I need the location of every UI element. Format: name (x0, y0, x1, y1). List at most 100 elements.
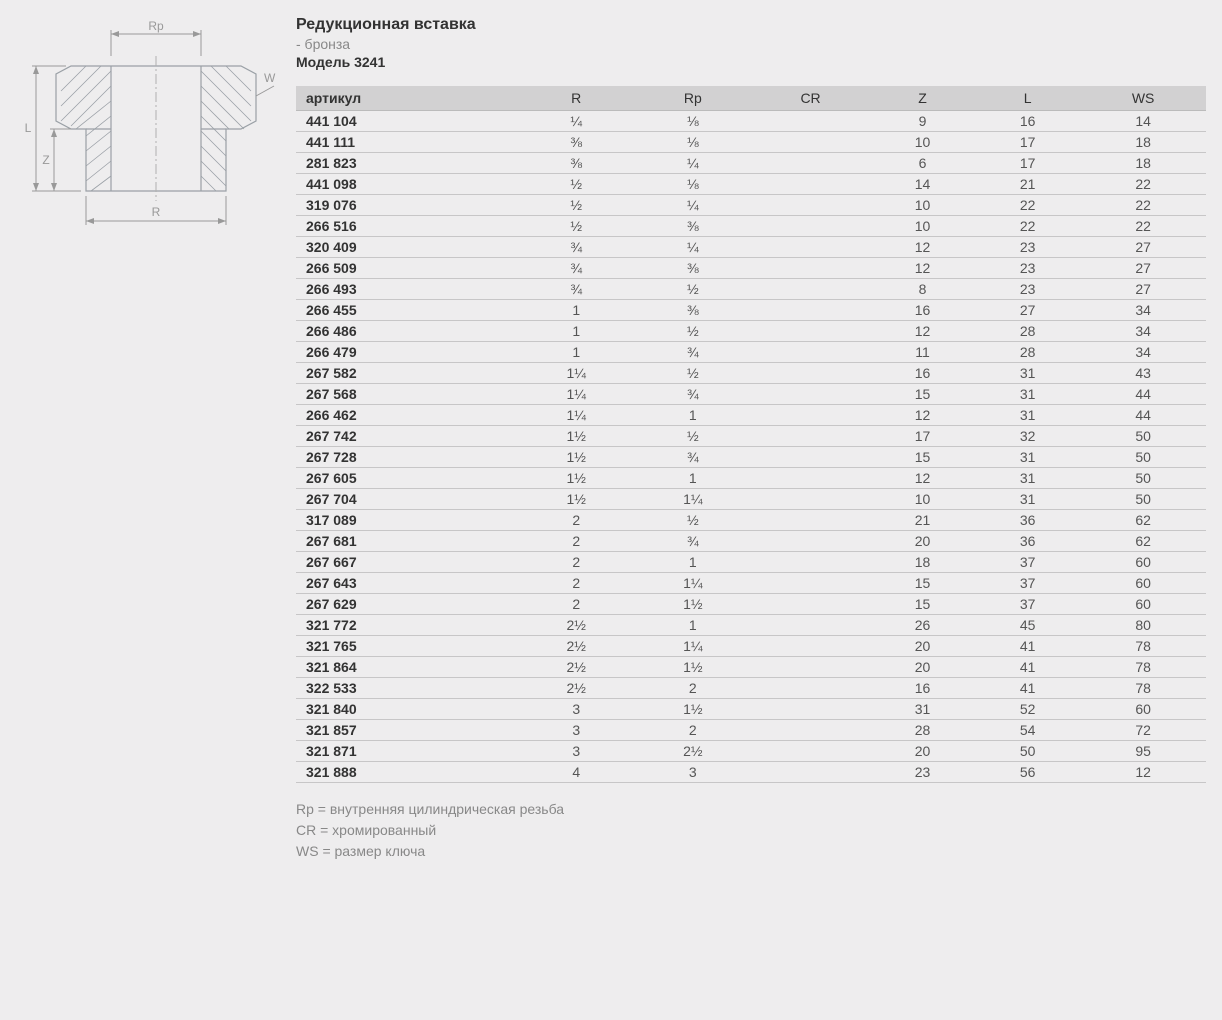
table-cell: 34 (1080, 321, 1206, 342)
table-cell-article: 266 516 (296, 216, 518, 237)
table-row: 267 5681¼¾153144 (296, 384, 1206, 405)
table-row: 267 6051½1123150 (296, 468, 1206, 489)
table-cell: 10 (870, 132, 975, 153)
model-label: Модель 3241 (296, 54, 1206, 70)
table-cell: 31 (975, 384, 1080, 405)
table-cell (751, 510, 870, 531)
table-cell: 3 (518, 741, 635, 762)
table-cell (751, 573, 870, 594)
table-cell: 1 (635, 468, 752, 489)
table-body: 441 104¼⅛91614441 111⅜⅛101718281 823⅜¼61… (296, 111, 1206, 783)
table-row: 321 8642½1½204178 (296, 657, 1206, 678)
legend-line: Rp = внутренняя цилиндрическая резьба (296, 799, 1206, 820)
table-cell (751, 552, 870, 573)
table-row: 321 87132½205095 (296, 741, 1206, 762)
table-cell (751, 258, 870, 279)
table-cell: 2 (518, 510, 635, 531)
table-cell: 12 (870, 321, 975, 342)
table-cell: 2 (518, 594, 635, 615)
table-cell: 26 (870, 615, 975, 636)
table-cell: 78 (1080, 657, 1206, 678)
table-cell: 23 (870, 762, 975, 783)
table-cell: 1½ (518, 489, 635, 510)
table-cell: 2 (518, 573, 635, 594)
table-cell: 18 (870, 552, 975, 573)
table-cell: ¾ (635, 447, 752, 468)
table-cell: 12 (870, 468, 975, 489)
table-cell: 16 (870, 300, 975, 321)
table-cell: 45 (975, 615, 1080, 636)
table-cell: 12 (870, 237, 975, 258)
table-cell-article: 317 089 (296, 510, 518, 531)
table-cell: 2 (635, 678, 752, 699)
table-cell: 15 (870, 573, 975, 594)
table-cell: 2½ (518, 615, 635, 636)
table-cell (751, 153, 870, 174)
table-cell-article: 321 772 (296, 615, 518, 636)
table-header-row: артикулRRpCRZLWS (296, 86, 1206, 111)
table-cell: 50 (975, 741, 1080, 762)
table-cell: 2½ (518, 678, 635, 699)
diagram-label-z: Z (42, 153, 49, 167)
table-cell (751, 195, 870, 216)
table-cell: 62 (1080, 510, 1206, 531)
table-cell: ⅛ (635, 132, 752, 153)
table-cell: 16 (870, 678, 975, 699)
table-cell: 27 (1080, 258, 1206, 279)
table-row: 267 7041½1¼103150 (296, 489, 1206, 510)
table-cell: 23 (975, 279, 1080, 300)
table-cell: 41 (975, 636, 1080, 657)
table-cell: 36 (975, 510, 1080, 531)
table-cell (751, 384, 870, 405)
table-cell (751, 636, 870, 657)
table-cell: 15 (870, 594, 975, 615)
table-cell: 1 (635, 615, 752, 636)
table-cell: 22 (975, 216, 1080, 237)
table-cell: 1½ (635, 657, 752, 678)
table-cell: 22 (1080, 174, 1206, 195)
table-cell: ¼ (635, 237, 752, 258)
table-cell: 1¼ (635, 636, 752, 657)
table-cell: 60 (1080, 594, 1206, 615)
table-cell (751, 426, 870, 447)
table-cell-article: 267 568 (296, 384, 518, 405)
table-row: 266 493¾½82327 (296, 279, 1206, 300)
table-cell: 15 (870, 384, 975, 405)
table-cell: 28 (975, 342, 1080, 363)
table-cell: ¼ (635, 153, 752, 174)
table-cell: 44 (1080, 405, 1206, 426)
table-cell: 23 (975, 258, 1080, 279)
table-cell (751, 132, 870, 153)
table-cell: ½ (635, 510, 752, 531)
table-cell: 1¼ (518, 405, 635, 426)
table-cell (751, 699, 870, 720)
table-cell: 22 (975, 195, 1080, 216)
table-cell: 2½ (518, 657, 635, 678)
legend: Rp = внутренняя цилиндрическая резьбаCR … (296, 799, 1206, 862)
table-row: 281 823⅜¼61718 (296, 153, 1206, 174)
table-cell: 1 (518, 321, 635, 342)
table-cell: 9 (870, 111, 975, 132)
table-row: 266 4551⅜162734 (296, 300, 1206, 321)
table-cell (751, 489, 870, 510)
table-cell: 31 (975, 468, 1080, 489)
table-cell: ⅜ (635, 300, 752, 321)
table-cell: 60 (1080, 699, 1206, 720)
table-cell: ¼ (635, 195, 752, 216)
table-cell (751, 405, 870, 426)
table-row: 266 4791¾112834 (296, 342, 1206, 363)
table-cell: 2½ (635, 741, 752, 762)
table-cell: 32 (975, 426, 1080, 447)
table-cell: 44 (1080, 384, 1206, 405)
table-cell-article: 441 098 (296, 174, 518, 195)
table-cell: 78 (1080, 678, 1206, 699)
table-cell: 18 (1080, 153, 1206, 174)
table-row: 266 4861½122834 (296, 321, 1206, 342)
table-cell: 1¼ (518, 363, 635, 384)
table-cell (751, 531, 870, 552)
table-cell: 20 (870, 657, 975, 678)
table-cell-article: 441 104 (296, 111, 518, 132)
table-cell: 21 (870, 510, 975, 531)
table-cell: 18 (1080, 132, 1206, 153)
table-row: 319 076½¼102222 (296, 195, 1206, 216)
